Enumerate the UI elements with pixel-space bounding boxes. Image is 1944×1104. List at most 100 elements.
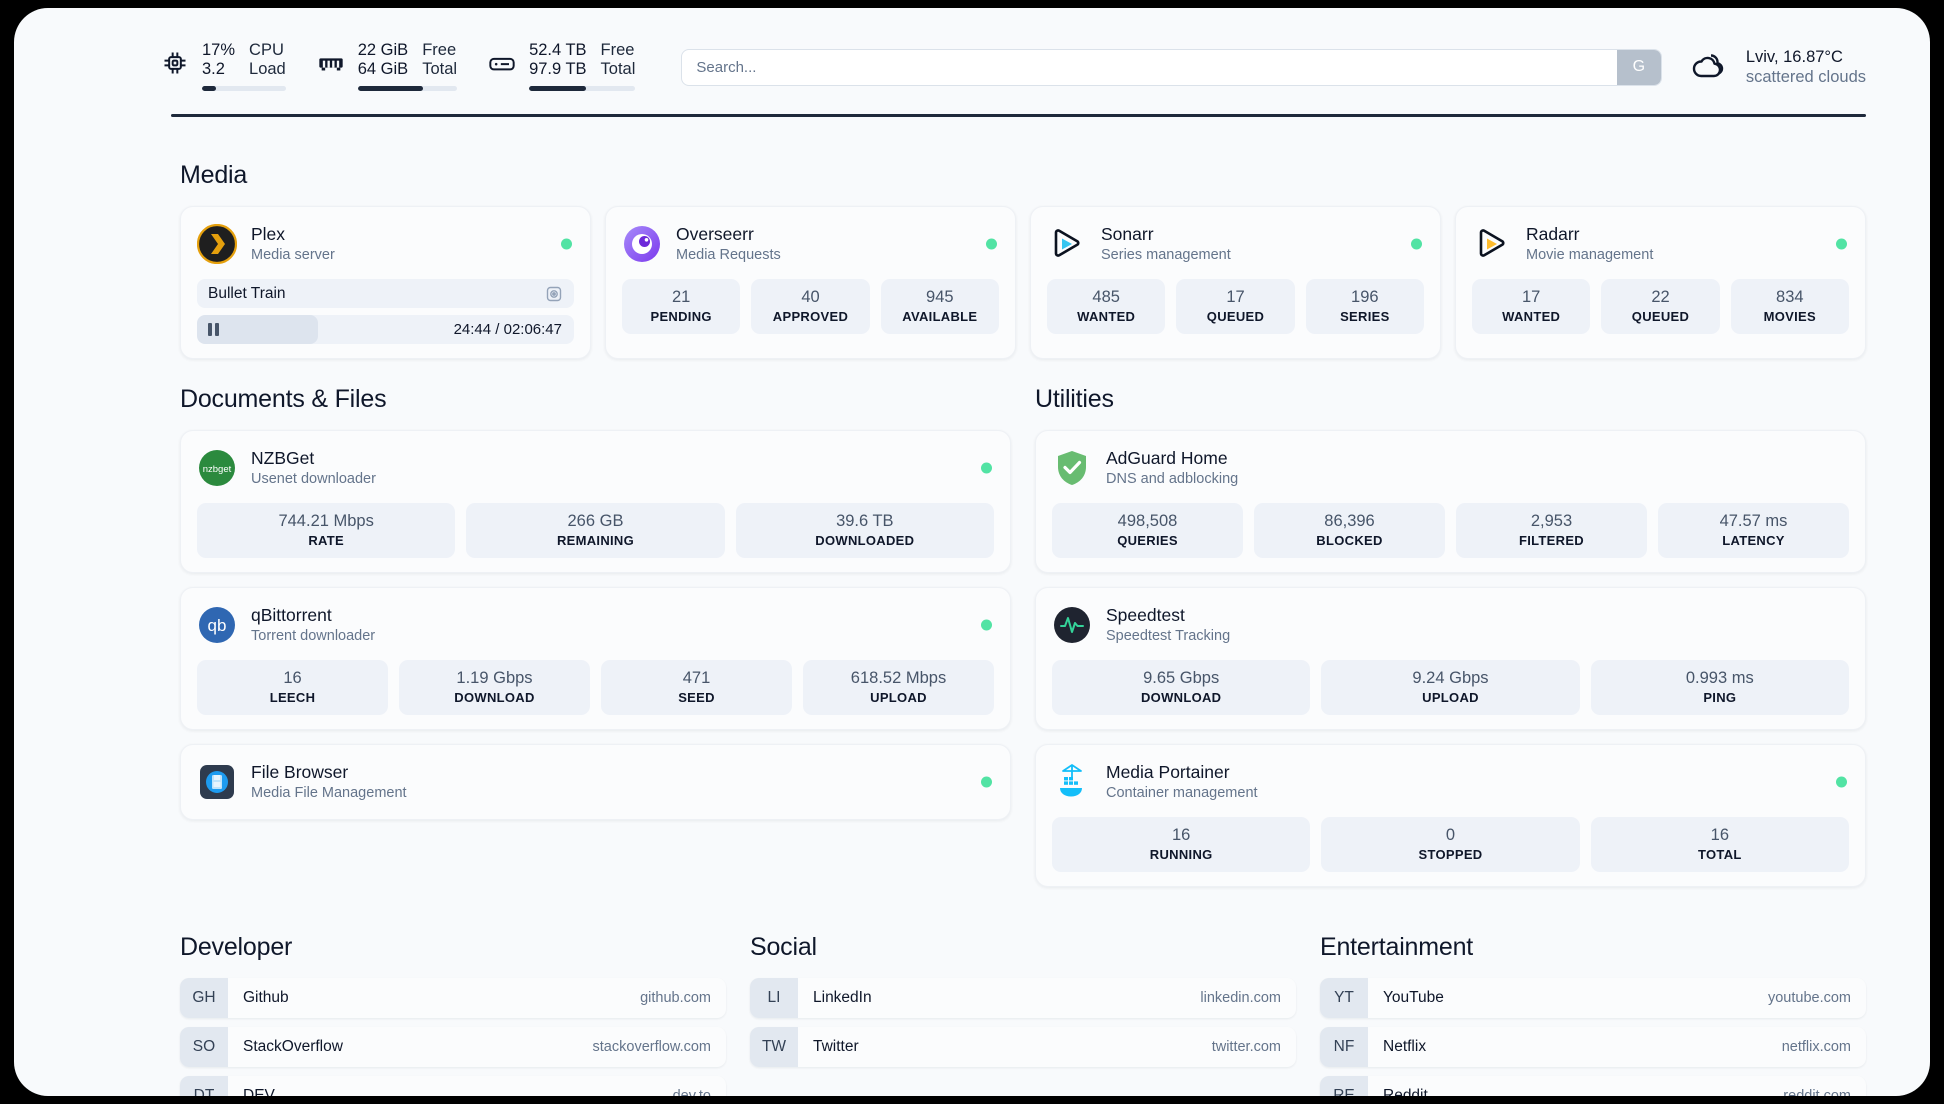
- stat-value: 16: [1171, 826, 1191, 844]
- service-card-qbittorrent[interactable]: qb qBittorrent Torrent downloader: [180, 587, 1011, 730]
- card-header: Sonarr Series management: [1047, 221, 1424, 267]
- stat-chip: 9.65 Gbps DOWNLOAD: [1052, 660, 1311, 715]
- bookmark-group-developer: Developer GH Github github.com SO StackO…: [180, 933, 726, 1096]
- status-indicator-online: [561, 238, 572, 250]
- service-card-filebrowser[interactable]: File Browser Media File Management: [180, 744, 1011, 820]
- service-card-speedtest[interactable]: Speedtest Speedtest Tracking 9.65 Gbps D…: [1035, 587, 1866, 730]
- bookmarks-row: Developer GH Github github.com SO StackO…: [180, 933, 1866, 1096]
- bookmark-item[interactable]: YT YouTube youtube.com: [1320, 978, 1866, 1018]
- pause-icon[interactable]: [208, 323, 219, 336]
- stat-chip: 1.19 Gbps DOWNLOAD: [399, 660, 590, 715]
- svg-text:nzbget: nzbget: [203, 464, 232, 475]
- disk-usage-bar: [529, 86, 636, 91]
- bookmark-list: LI LinkedIn linkedin.com TW Twitter twit…: [750, 978, 1296, 1067]
- stat-chip: 9.24 Gbps UPLOAD: [1321, 660, 1580, 715]
- service-card-plex[interactable]: Plex Media server Bullet Train: [180, 206, 591, 359]
- stat-value: 485: [1092, 288, 1120, 306]
- service-desc: Speedtest Tracking: [1106, 628, 1231, 644]
- bookmark-item[interactable]: LI LinkedIn linkedin.com: [750, 978, 1296, 1018]
- stat-value: 1.19 Gbps: [456, 669, 533, 687]
- stat-chip: 16 RUNNING: [1052, 817, 1311, 872]
- memory-stat: 22 GiB 64 GiB Free Total: [316, 41, 458, 91]
- bookmark-abbr: RE: [1320, 1076, 1368, 1096]
- stat-label: SERIES: [1340, 309, 1390, 324]
- stat-value: 2,953: [1530, 512, 1573, 530]
- bookmark-item[interactable]: NF Netflix netflix.com: [1320, 1027, 1866, 1067]
- bookmark-group-social: Social LI LinkedIn linkedin.com TW Twitt…: [750, 933, 1296, 1096]
- stat-value: 471: [682, 669, 711, 687]
- dashboard-window: 17% 3.2 CPU Load: [14, 8, 1930, 1096]
- stat-chip: 471 SEED: [601, 660, 792, 715]
- stat-chip: 22 QUEUED: [1601, 279, 1720, 334]
- card-header: Speedtest Speedtest Tracking: [1052, 602, 1849, 648]
- bookmark-url: dev.to: [672, 1088, 711, 1096]
- utilities-section-title: Utilities: [1035, 385, 1114, 413]
- top-bar: 17% 3.2 CPU Load: [14, 8, 1930, 98]
- service-card-radarr[interactable]: Radarr Movie management 17 WANTED 22 QUE…: [1455, 206, 1866, 359]
- stat-value: 16: [1710, 826, 1729, 844]
- service-card-portainer[interactable]: Media Portainer Container management 16 …: [1035, 744, 1866, 887]
- service-desc: Media Requests: [676, 247, 781, 263]
- service-name: NZBGet: [251, 448, 315, 468]
- stat-chip: 485 WANTED: [1047, 279, 1166, 334]
- service-card-nzbget[interactable]: nzbget NZBGet Usenet downloader 74: [180, 430, 1011, 573]
- bookmark-group-title: Social: [750, 933, 817, 961]
- memory-free: 22 GiB: [357, 41, 409, 59]
- card-header: File Browser Media File Management: [197, 759, 994, 805]
- utilities-card-stack: AdGuard Home DNS and adblocking 498,508 …: [1035, 430, 1866, 887]
- stat-value: 196: [1351, 288, 1379, 306]
- stat-label: FILTERED: [1519, 533, 1584, 548]
- cast-icon[interactable]: [545, 285, 563, 303]
- bookmark-item[interactable]: GH Github github.com: [180, 978, 726, 1018]
- bookmark-item[interactable]: RE Reddit reddit.com: [1320, 1076, 1866, 1096]
- status-indicator-online: [981, 462, 992, 474]
- radarr-icon: [1472, 224, 1512, 264]
- search-input[interactable]: [682, 49, 1617, 85]
- stat-value: 834: [1776, 288, 1804, 306]
- documents-utilities-row: Documents & Files nzbget NZBGet: [180, 385, 1866, 887]
- cpu-label-2: Load: [249, 60, 286, 78]
- status-indicator-online: [1836, 238, 1847, 250]
- documents-section-title: Documents & Files: [180, 385, 387, 413]
- bookmark-name: Twitter: [813, 1038, 859, 1055]
- card-header: Radarr Movie management: [1472, 221, 1849, 267]
- memory-usage-bar: [357, 86, 458, 91]
- stat-label: AVAILABLE: [902, 309, 978, 324]
- stat-chip: 618.52 Mbps UPLOAD: [803, 660, 994, 715]
- cpu-usage-bar: [202, 86, 286, 91]
- memory-total: 64 GiB: [357, 60, 409, 78]
- service-card-overseerr[interactable]: Overseerr Media Requests 21 PENDING 40 A…: [605, 206, 1016, 359]
- stats-row: 485 WANTED 17 QUEUED 196 SERIES: [1047, 279, 1424, 334]
- status-indicator-online: [981, 619, 992, 631]
- stat-chip: 498,508 QUERIES: [1052, 503, 1243, 558]
- service-name: Overseerr: [676, 224, 754, 244]
- bookmark-item[interactable]: TW Twitter twitter.com: [750, 1027, 1296, 1067]
- bookmark-item[interactable]: DT DEV dev.to: [180, 1076, 726, 1096]
- service-card-adguard[interactable]: AdGuard Home DNS and adblocking 498,508 …: [1035, 430, 1866, 573]
- status-indicator-online: [1836, 776, 1847, 788]
- stat-chip: 2,953 FILTERED: [1456, 503, 1647, 558]
- stat-label: UPLOAD: [1422, 690, 1479, 705]
- bookmark-item[interactable]: SO StackOverflow stackoverflow.com: [180, 1027, 726, 1067]
- bookmark-abbr: NF: [1320, 1027, 1368, 1067]
- memory-icon: [316, 48, 346, 78]
- service-desc: Movie management: [1526, 247, 1654, 263]
- service-name: File Browser: [251, 762, 349, 782]
- bookmark-abbr: LI: [750, 978, 798, 1018]
- nzbget-icon: nzbget: [197, 448, 237, 488]
- stat-chip: 17 WANTED: [1472, 279, 1591, 334]
- cpu-icon: [160, 48, 190, 78]
- stat-label: QUEUED: [1206, 309, 1265, 324]
- search-box[interactable]: G: [681, 48, 1662, 86]
- bookmark-list: YT YouTube youtube.com NF Netflix netfli…: [1320, 978, 1866, 1096]
- disk-icon: [487, 48, 517, 78]
- stat-chip: 266 GB REMAINING: [466, 503, 725, 558]
- adguard-icon: [1052, 448, 1092, 488]
- search-submit-button[interactable]: G: [1616, 49, 1661, 85]
- playback-progress-bar[interactable]: 24:44 / 02:06:47: [197, 315, 574, 344]
- stat-label: QUEUED: [1631, 309, 1690, 324]
- stat-value: 47.57 ms: [1719, 512, 1788, 530]
- service-card-sonarr[interactable]: Sonarr Series management 485 WANTED 17 Q…: [1030, 206, 1441, 359]
- stat-label: DOWNLOADED: [815, 533, 915, 548]
- stat-value: 9.65 Gbps: [1143, 669, 1220, 687]
